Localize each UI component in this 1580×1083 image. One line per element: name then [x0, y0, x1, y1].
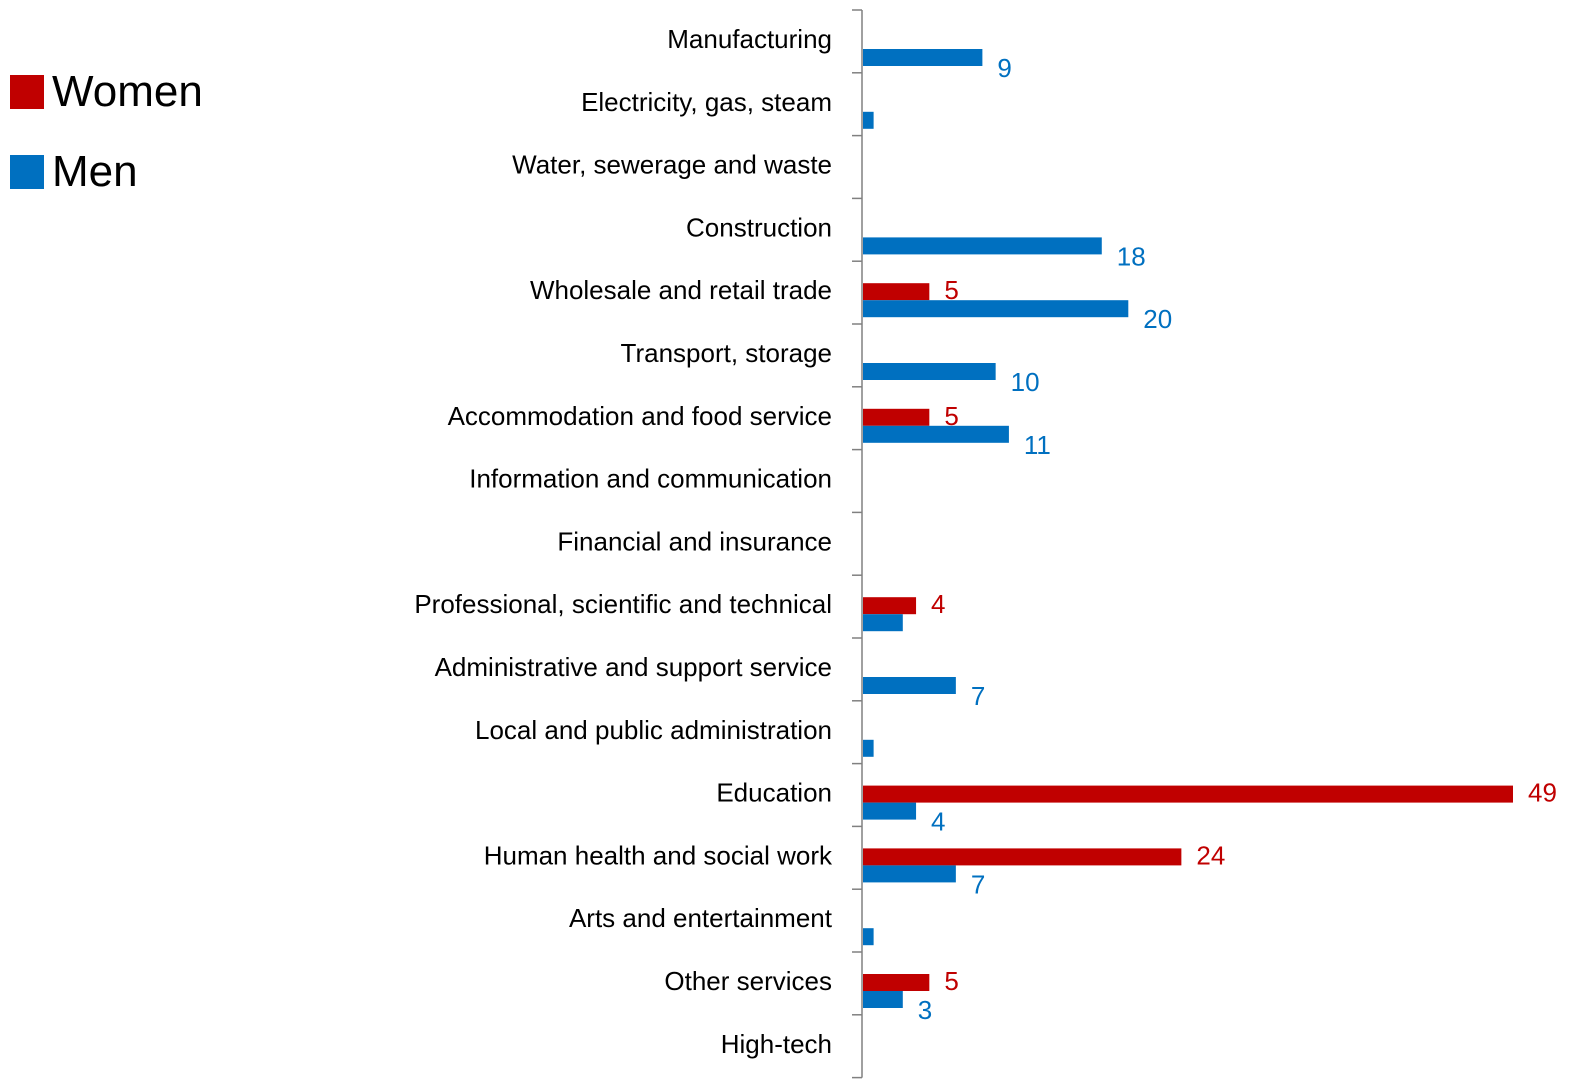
- bar-men: [863, 739, 874, 757]
- category-label: Construction: [686, 212, 832, 242]
- bar-women: [863, 848, 1182, 866]
- data-label-men: 10: [1011, 367, 1040, 397]
- data-label-women: 5: [944, 275, 958, 305]
- bar-women: [863, 974, 930, 991]
- bar-men: [863, 300, 1129, 318]
- data-label-men: 7: [971, 869, 985, 899]
- data-label-women: 5: [944, 401, 958, 431]
- data-label-men: 9: [997, 53, 1011, 83]
- bar-women: [863, 283, 930, 301]
- category-label: Financial and insurance: [557, 526, 832, 556]
- legend: Women Men: [10, 52, 203, 212]
- data-label-men: 20: [1143, 304, 1172, 334]
- bar-men: [863, 991, 903, 1008]
- bar-men: [863, 677, 956, 694]
- legend-label-men: Men: [52, 147, 138, 196]
- category-label: Wholesale and retail trade: [530, 275, 832, 305]
- legend-label-women: Women: [52, 67, 203, 116]
- legend-swatch-men: [10, 155, 44, 189]
- category-label: Professional, scientific and technical: [414, 589, 832, 619]
- category-label: Electricity, gas, steam: [581, 87, 832, 117]
- bar-men: [863, 614, 903, 632]
- bar-men: [863, 363, 996, 380]
- data-label-men: 18: [1117, 241, 1146, 271]
- category-label: Information and communication: [469, 464, 832, 494]
- category-label: High-tech: [721, 1029, 832, 1059]
- category-label: Administrative and support service: [435, 652, 832, 682]
- legend-item-men: Men: [10, 132, 203, 212]
- legend-item-women: Women: [10, 52, 203, 132]
- data-label-women: 4: [931, 589, 945, 619]
- data-label-men: 7: [971, 681, 985, 711]
- category-label: Education: [716, 778, 832, 808]
- bar-women: [863, 597, 917, 615]
- bar-men: [863, 237, 1102, 255]
- bar-women: [863, 785, 1513, 803]
- data-label-women: 49: [1528, 778, 1557, 808]
- bar-men: [863, 425, 1009, 443]
- category-label: Water, sewerage and waste: [512, 150, 832, 180]
- data-label-men: 4: [931, 807, 945, 837]
- bar-men: [863, 928, 874, 946]
- category-label: Accommodation and food service: [448, 401, 832, 431]
- data-label-men: 3: [918, 995, 932, 1025]
- legend-swatch-women: [10, 75, 44, 109]
- category-label: Arts and entertainment: [569, 903, 833, 933]
- category-label: Local and public administration: [475, 715, 832, 745]
- category-label: Other services: [664, 966, 832, 996]
- category-label: Human health and social work: [484, 840, 833, 870]
- bar-men: [863, 802, 917, 820]
- bar-men: [863, 49, 983, 66]
- category-label: Transport, storage: [621, 338, 832, 368]
- bar-men: [863, 111, 874, 129]
- bar-women: [863, 408, 930, 426]
- data-label-women: 5: [944, 966, 958, 996]
- bar-men: [863, 865, 956, 883]
- data-label-men: 11: [1024, 430, 1051, 460]
- data-label-women: 24: [1196, 840, 1225, 870]
- category-label: Manufacturing: [667, 24, 832, 54]
